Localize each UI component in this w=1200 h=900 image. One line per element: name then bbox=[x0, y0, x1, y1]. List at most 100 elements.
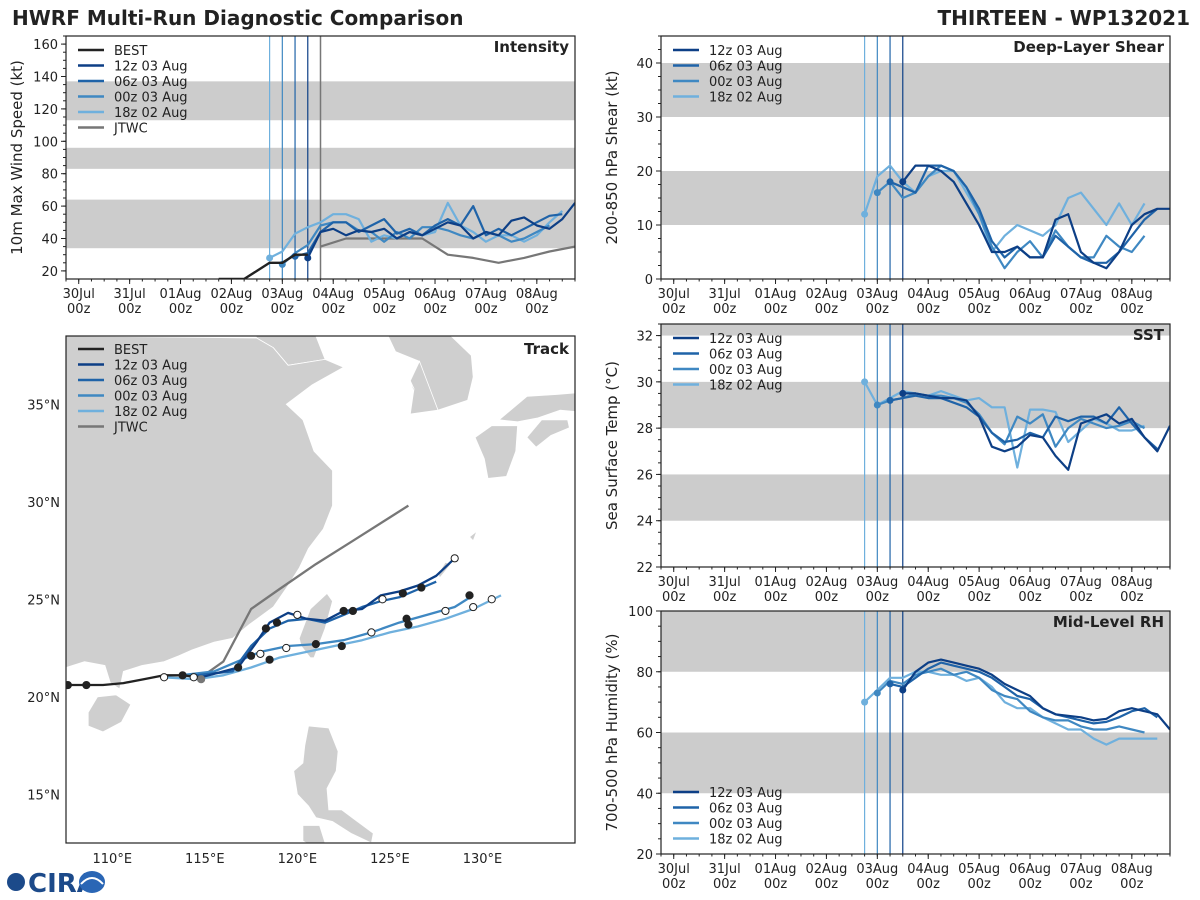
intensity-xtick-date: 06Aug bbox=[414, 287, 456, 302]
rh-xtick-date: 02Aug bbox=[805, 862, 847, 877]
intensity-legend-label-00z-03-aug: 00z 03 Aug bbox=[114, 91, 188, 106]
track-ytick-label: 15°N bbox=[27, 788, 60, 803]
land-east-china-coast bbox=[66, 336, 345, 690]
track-ytick-label: 25°N bbox=[27, 593, 60, 608]
shear-xtick-hour: 00z bbox=[1018, 302, 1042, 317]
track-ytick-label: 35°N bbox=[27, 398, 60, 413]
sst-xtick-hour: 00z bbox=[1120, 590, 1144, 605]
sst-xtick-hour: 00z bbox=[815, 590, 839, 605]
track-ytick-label: 30°N bbox=[27, 496, 60, 511]
rh-xtick-date: 01Aug bbox=[755, 862, 797, 877]
track-marker-06z-03-aug bbox=[293, 610, 302, 619]
track-marker-18z-02-aug bbox=[337, 641, 346, 651]
shear-xtick-date: 30Jul bbox=[658, 287, 690, 302]
sst-panel-title: SST bbox=[1133, 326, 1165, 344]
intensity-init-point-12z-03-aug bbox=[304, 254, 312, 262]
shear-xtick-date: 01Aug bbox=[755, 287, 797, 302]
shear-series-00z-03-aug bbox=[876, 164, 1146, 270]
rh-shaded-band bbox=[661, 611, 1170, 672]
rh-xtick-date: 05Aug bbox=[958, 862, 1000, 877]
cira-logo-swoosh-icon bbox=[80, 877, 104, 885]
track-marker-best bbox=[178, 671, 187, 680]
track-marker-18z-02-aug bbox=[189, 673, 198, 682]
sst-init-point-18z-02-aug bbox=[861, 378, 869, 386]
intensity-legend-label-12z-03-aug: 12z 03 Aug bbox=[114, 60, 188, 75]
intensity-legend-label-best: BEST bbox=[114, 44, 147, 59]
sst-series-06z-03-aug bbox=[889, 394, 1159, 450]
sst-xtick-date: 01Aug bbox=[755, 575, 797, 590]
track-marker-06z-03-aug bbox=[272, 618, 282, 627]
shear-xtick-hour: 00z bbox=[967, 302, 991, 317]
rh-ylabel: 700-500 hPa Humidity (%) bbox=[603, 633, 621, 831]
rh-shaded-band bbox=[661, 732, 1170, 794]
track-panel-title: Track bbox=[524, 340, 570, 358]
track-series-00z-03-aug bbox=[180, 594, 474, 677]
intensity-xtick-date: 07Aug bbox=[465, 287, 507, 302]
shear-shaded-band bbox=[661, 63, 1170, 117]
rh-ytick-label: 60 bbox=[636, 727, 653, 742]
shear-xtick-date: 03Aug bbox=[856, 287, 898, 302]
intensity-ytick-label: 100 bbox=[33, 135, 58, 150]
land-palawan bbox=[246, 865, 291, 900]
shear-xtick-hour: 00z bbox=[815, 302, 839, 317]
rh-ytick-label: 80 bbox=[636, 666, 653, 681]
track-series-18z-02-aug bbox=[164, 594, 502, 681]
rh-panel: 2040608010030Jul00z31Jul00z01Aug00z02Aug… bbox=[603, 605, 1171, 892]
track-marker-00z-03-aug bbox=[465, 591, 474, 600]
rh-ytick-label: 100 bbox=[628, 605, 653, 620]
land-honshu bbox=[498, 392, 575, 423]
track-xtick-label: 125°E bbox=[370, 852, 410, 867]
track-frame bbox=[65, 335, 576, 844]
shear-legend-label-12z-03-aug: 12z 03 Aug bbox=[709, 44, 783, 59]
intensity-ytick-label: 140 bbox=[33, 71, 58, 86]
shear-legend-label-00z-03-aug: 00z 03 Aug bbox=[709, 75, 783, 90]
sst-ytick-label: 22 bbox=[636, 561, 653, 576]
sst-xtick-hour: 00z bbox=[866, 590, 890, 605]
rh-xtick-date: 03Aug bbox=[856, 862, 898, 877]
track-series-jtwc bbox=[200, 504, 410, 679]
track-xtick-label: 110°E bbox=[93, 852, 133, 867]
shear-xtick-date: 05Aug bbox=[958, 287, 1000, 302]
intensity-series-jtwc bbox=[320, 237, 575, 264]
track-xtick-label: 120°E bbox=[278, 852, 318, 867]
intensity-xtick-hour: 00z bbox=[322, 302, 346, 317]
sst-legend-label-18z-02-aug: 18z 02 Aug bbox=[709, 379, 783, 394]
rh-xtick-date: 04Aug bbox=[907, 862, 949, 877]
sst-xtick-hour: 00z bbox=[662, 590, 686, 605]
shear-series-18z-02-aug bbox=[863, 164, 1146, 254]
intensity-legend-label-jtwc: JTWC bbox=[113, 122, 148, 137]
track-marker-18z-02-aug bbox=[469, 602, 478, 612]
sst-ytick-label: 24 bbox=[636, 515, 653, 530]
track-marker-12z-03-aug bbox=[450, 554, 459, 563]
intensity-xtick-date: 03Aug bbox=[261, 287, 303, 302]
rh-series-06z-03-aug bbox=[889, 661, 1158, 725]
shear-ytick-label: 0 bbox=[645, 273, 653, 288]
rh-xtick-hour: 00z bbox=[1069, 877, 1093, 892]
land-mindoro bbox=[302, 825, 326, 843]
track-marker-best bbox=[66, 680, 72, 690]
track-marker-00z-03-aug bbox=[441, 606, 450, 616]
track-marker-18z-02-aug bbox=[265, 655, 274, 664]
shear-xtick-date: 06Aug bbox=[1009, 287, 1051, 302]
shear-xtick-hour: 00z bbox=[764, 302, 788, 317]
track-marker-12z-03-aug bbox=[234, 663, 243, 672]
sst-xtick-date: 08Aug bbox=[1111, 575, 1153, 590]
intensity-xtick-date: 04Aug bbox=[312, 287, 354, 302]
track-series-12z-03-aug bbox=[200, 557, 456, 679]
track-xtick-label: 130°E bbox=[463, 852, 503, 867]
track-panel: 110°E 115°E 120°E 125°E 130°E 15°N 20°N 25°N 30°… bbox=[27, 335, 576, 900]
intensity-xtick-hour: 00z bbox=[372, 302, 396, 317]
intensity-xtick-date: 05Aug bbox=[363, 287, 405, 302]
intensity-legend-label-06z-03-aug: 06z 03 Aug bbox=[114, 75, 188, 90]
intensity-ylabel: 10m Max Wind Speed (kt) bbox=[8, 60, 26, 255]
track-marker-18z-02-aug bbox=[487, 595, 496, 604]
land-hainan bbox=[87, 694, 132, 733]
rh-xtick-date: 31Jul bbox=[709, 862, 741, 877]
shear-ytick-label: 20 bbox=[636, 165, 653, 180]
shear-xtick-date: 04Aug bbox=[907, 287, 949, 302]
sst-ytick-label: 32 bbox=[636, 330, 653, 345]
intensity-xtick-hour: 00z bbox=[118, 302, 142, 317]
shear-legend-label-06z-03-aug: 06z 03 Aug bbox=[709, 60, 783, 75]
intensity-xtick-hour: 00z bbox=[67, 302, 91, 317]
